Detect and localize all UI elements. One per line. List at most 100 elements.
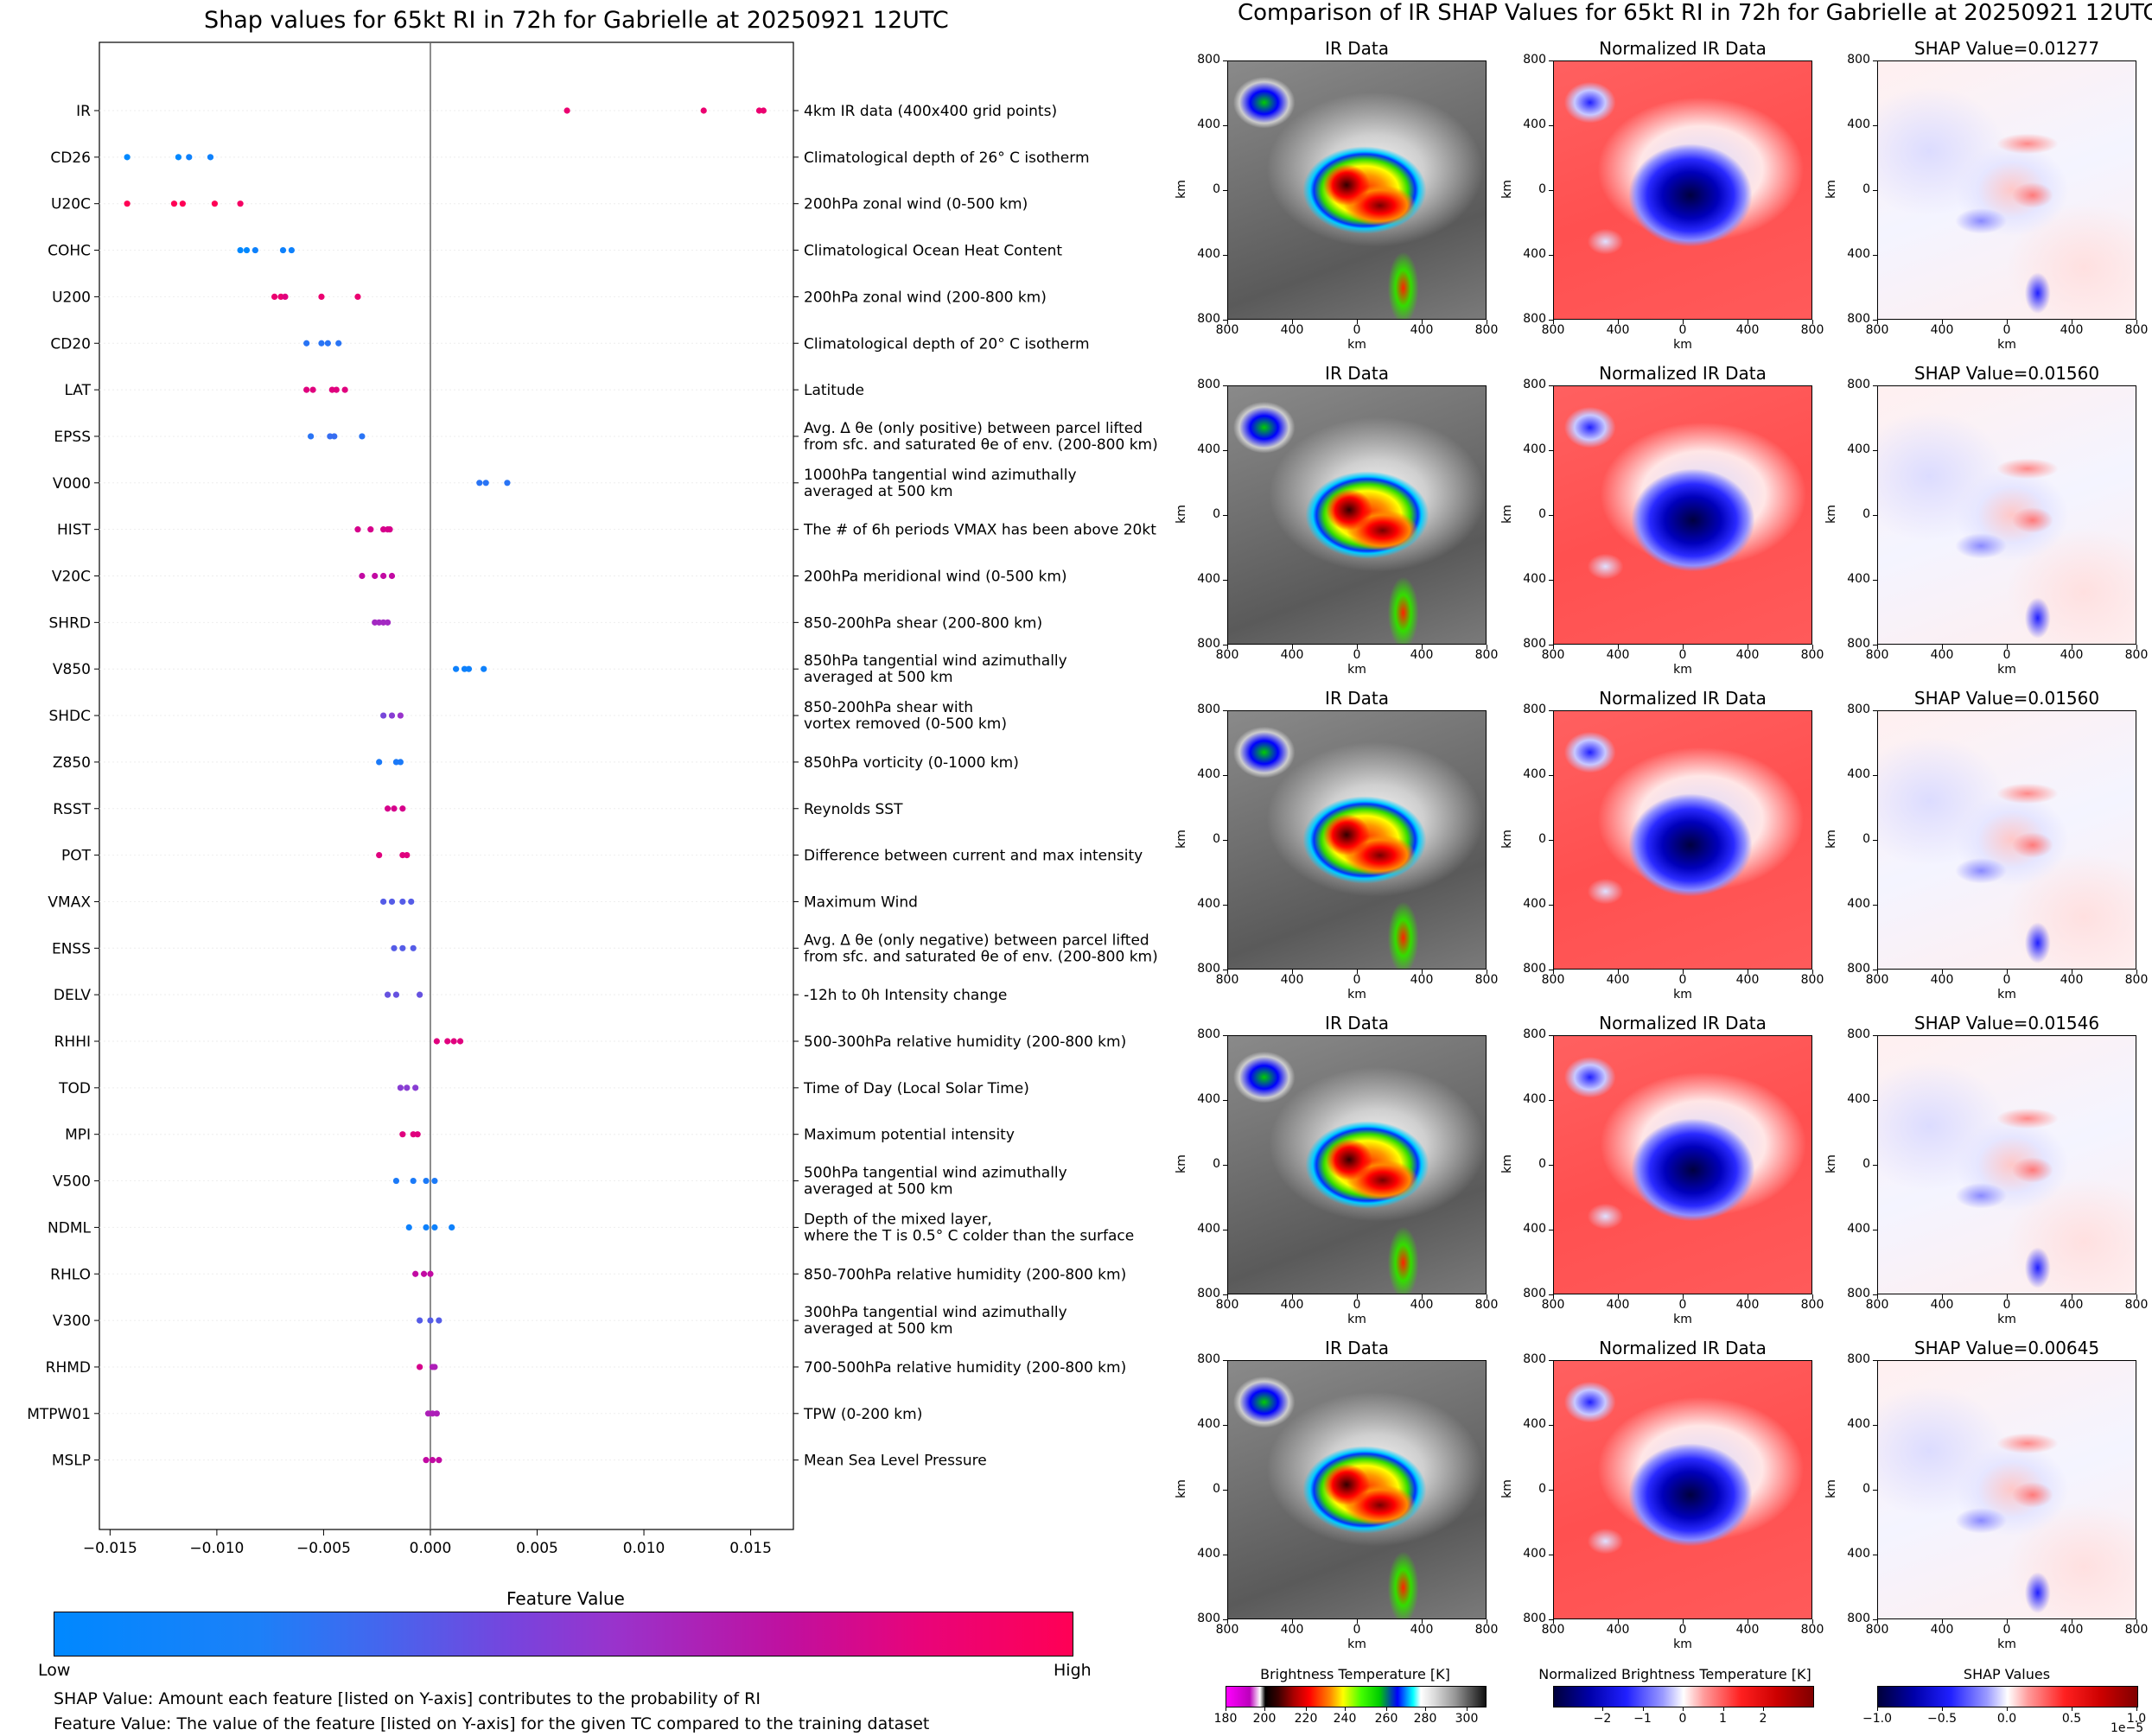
shap-point bbox=[399, 852, 406, 859]
feature-colorbar bbox=[54, 1612, 1073, 1657]
y-tick-label: 0 bbox=[1538, 182, 1546, 196]
x-tick-label: 0 bbox=[1353, 648, 1361, 662]
y-tick-label: 800 bbox=[1847, 962, 1870, 976]
footnote-shap: SHAP Value: Amount each feature [listed … bbox=[54, 1689, 761, 1708]
x-tick-label: 400 bbox=[1280, 973, 1304, 987]
tick-mark bbox=[1942, 320, 1943, 324]
shap-point bbox=[429, 1410, 436, 1417]
right-figure-title: Comparison of IR SHAP Values for 65kt RI… bbox=[1238, 0, 2152, 26]
shap-point bbox=[380, 526, 387, 533]
shap-point bbox=[372, 619, 379, 626]
footnote-feature: Feature Value: The value of the feature … bbox=[54, 1714, 930, 1733]
shap-point bbox=[324, 340, 331, 347]
feature-description-label: 850-200hPa shear (200-800 km) bbox=[804, 614, 1042, 632]
shap-point bbox=[427, 1317, 434, 1324]
feature-name-label: V500 bbox=[53, 1173, 91, 1191]
y-tick-label: 800 bbox=[1847, 1612, 1870, 1625]
feature-description-label: Climatological depth of 20° C isotherm bbox=[804, 335, 1090, 353]
feature-description-label: 700-500hPa relative humidity (200-800 km… bbox=[804, 1359, 1126, 1377]
y-tick-label: 400 bbox=[1197, 1222, 1220, 1236]
feature-description-label: 200hPa zonal wind (200-800 km) bbox=[804, 289, 1047, 306]
shap-point bbox=[456, 1038, 464, 1045]
x-tick-label: 0 bbox=[1678, 648, 1687, 662]
x-axis-label: km bbox=[1673, 663, 1692, 677]
tick-mark bbox=[1223, 905, 1227, 906]
feature-name-label: HIST bbox=[57, 522, 92, 539]
x-axis-label: km bbox=[1673, 1637, 1692, 1651]
tick-mark bbox=[1223, 385, 1227, 386]
colorbar-tick-label: −1.0 bbox=[1862, 1712, 1892, 1726]
y-tick-label: 400 bbox=[1523, 1417, 1546, 1431]
tick-mark bbox=[2007, 970, 2008, 974]
tick-mark bbox=[1549, 1490, 1553, 1491]
x-tick-label: 800 bbox=[1474, 1623, 1499, 1637]
shap-point bbox=[170, 200, 178, 207]
tick-mark bbox=[1422, 970, 1423, 974]
y-tick-label: 800 bbox=[1847, 312, 1870, 326]
y-tick-label: 0 bbox=[1213, 1157, 1220, 1171]
x-tick-label: 400 bbox=[1735, 323, 1760, 337]
tick-mark bbox=[2136, 320, 2137, 324]
x-tick-label: 400 bbox=[1930, 1623, 1954, 1637]
shap-point bbox=[359, 572, 366, 580]
colorbar-tick-label: 240 bbox=[1333, 1712, 1357, 1726]
colorbar-tick bbox=[2007, 1707, 2008, 1711]
x-tick-label: 800 bbox=[2124, 323, 2149, 337]
shap-map-image bbox=[1877, 710, 2136, 970]
tick-mark bbox=[1357, 1294, 1358, 1299]
tick-mark bbox=[1618, 1294, 1619, 1299]
x-tick-label: 400 bbox=[2060, 1298, 2084, 1312]
tick-mark bbox=[2007, 1294, 2008, 1299]
x-tick-label: 800 bbox=[1800, 1623, 1824, 1637]
shap-point bbox=[380, 712, 387, 719]
shap-point bbox=[433, 1410, 440, 1417]
feature-name-label: V300 bbox=[53, 1313, 91, 1330]
tick-mark bbox=[1357, 1619, 1358, 1624]
tick-mark bbox=[1942, 1619, 1943, 1624]
y-tick-label: 800 bbox=[1847, 1287, 1870, 1300]
x-tick-label: 0.015 bbox=[729, 1540, 772, 1557]
tick-mark bbox=[1553, 645, 1554, 649]
shap-point bbox=[436, 1317, 442, 1324]
colorbar-tick bbox=[1345, 1707, 1346, 1711]
x-tick-label: 0 bbox=[2002, 1623, 2011, 1637]
y-tick-label: 800 bbox=[1523, 962, 1546, 976]
shap-point bbox=[431, 1177, 438, 1185]
x-tick-label: 0 bbox=[2002, 1298, 2011, 1312]
shap-point bbox=[124, 154, 131, 161]
shap-point bbox=[279, 246, 287, 254]
tick-mark bbox=[2136, 1294, 2137, 1299]
shap-map-title: SHAP Value=0.01546 bbox=[1913, 1013, 2100, 1033]
shap-point bbox=[410, 1131, 417, 1138]
colorbar-low-label: Low bbox=[38, 1661, 71, 1680]
x-axis-label: km bbox=[1347, 338, 1366, 352]
colorbar-tick-label: −2 bbox=[1593, 1712, 1612, 1726]
tick-mark bbox=[1549, 385, 1553, 386]
y-tick-label: 800 bbox=[1197, 378, 1220, 391]
shap-point bbox=[271, 293, 278, 300]
tick-mark bbox=[1549, 450, 1553, 451]
feature-description-label: 200hPa zonal wind (0-500 km) bbox=[804, 196, 1028, 213]
tick-mark bbox=[1873, 255, 1877, 256]
shap-point bbox=[359, 433, 366, 440]
colorbar-tick bbox=[1683, 1707, 1684, 1711]
tick-mark bbox=[1873, 125, 1877, 126]
x-axis-label: km bbox=[1997, 663, 2016, 677]
tick-mark bbox=[1683, 645, 1684, 649]
tick-mark bbox=[1549, 190, 1553, 191]
feature-description-label: 500-300hPa relative humidity (200-800 km… bbox=[804, 1033, 1126, 1051]
ir-data-title: IR Data bbox=[1325, 38, 1389, 59]
tick-mark bbox=[2007, 645, 2008, 649]
tick-mark bbox=[1618, 1619, 1619, 1624]
y-axis-label: km bbox=[1175, 1479, 1188, 1498]
y-tick-label: 400 bbox=[1523, 442, 1546, 456]
shap-point bbox=[354, 526, 361, 533]
normalized-ir-image bbox=[1553, 1360, 1812, 1619]
shap-point bbox=[436, 1457, 442, 1464]
y-tick-label: 0 bbox=[1862, 182, 1870, 196]
y-tick-label: 800 bbox=[1523, 703, 1546, 716]
y-tick-label: 400 bbox=[1523, 247, 1546, 261]
tick-mark bbox=[1223, 840, 1227, 841]
feature-name-label: EPSS bbox=[54, 429, 91, 446]
x-tick-label: 400 bbox=[1606, 323, 1630, 337]
